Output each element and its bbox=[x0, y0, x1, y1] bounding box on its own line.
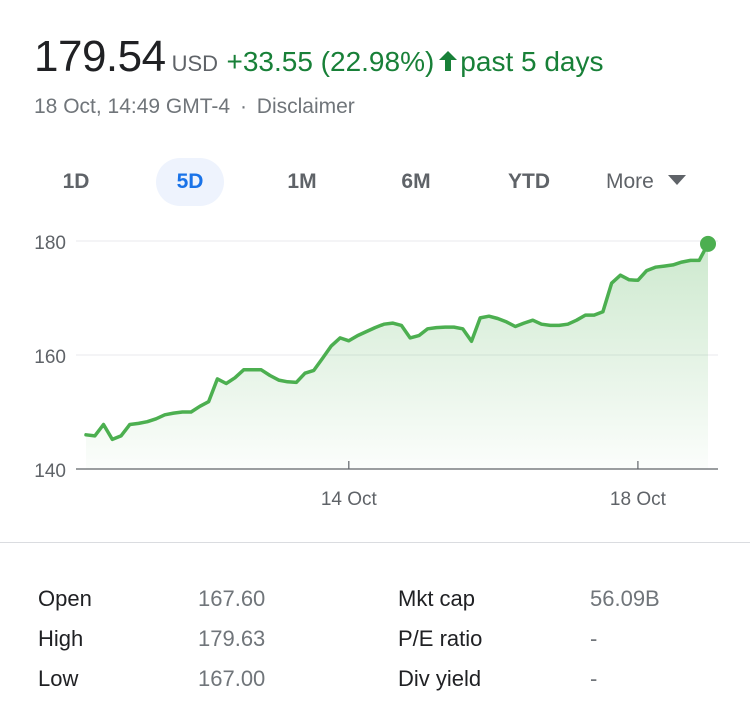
stat-label-high: High bbox=[38, 626, 84, 651]
stat-label-open: Open bbox=[38, 586, 92, 611]
range-tabs: 1D 5D 1M 6M YTD More bbox=[0, 158, 750, 206]
stat-value-high: 179.63 bbox=[198, 626, 266, 651]
currency-code: USD bbox=[171, 51, 219, 76]
x-tick-label: 18 Oct bbox=[610, 489, 667, 510]
more-dropdown[interactable]: More bbox=[606, 158, 686, 206]
arrow-up-icon bbox=[439, 51, 458, 71]
stat-label-div-yield: Div yield bbox=[398, 666, 482, 691]
y-tick-label: 140 bbox=[34, 461, 66, 482]
stat-value-open: 167.60 bbox=[198, 586, 266, 611]
latest-price-dot[interactable] bbox=[700, 235, 716, 252]
divider bbox=[0, 542, 750, 543]
tab-1d[interactable]: 1D bbox=[62, 170, 90, 193]
stat-value-mkt-cap: 56.09B bbox=[590, 586, 660, 611]
stat-label-low: Low bbox=[38, 666, 79, 691]
price-series-line[interactable] bbox=[84, 242, 710, 442]
price-change: +33.55 (22.98%) bbox=[226, 46, 435, 77]
stat-label-pe-ratio: P/E ratio bbox=[398, 626, 483, 651]
stat-value-low: 167.00 bbox=[198, 666, 266, 691]
price-chart[interactable]: 140 160 180 14 Oct 18 Oct bbox=[0, 220, 750, 520]
price-header: 179.54 USD +33.55 (22.98%) past 5 days bbox=[34, 32, 604, 82]
tab-ytd[interactable]: YTD bbox=[508, 170, 550, 193]
x-tick-label: 14 Oct bbox=[321, 489, 378, 510]
quote-meta: 18 Oct, 14:49 GMT-4 · Disclaimer bbox=[34, 95, 355, 119]
y-tick-label: 160 bbox=[34, 347, 66, 368]
change-period: past 5 days bbox=[460, 46, 604, 77]
stat-label-mkt-cap: Mkt cap bbox=[398, 586, 476, 611]
chevron-down-icon bbox=[667, 175, 686, 185]
timestamp: 18 Oct, 14:49 GMT-4 bbox=[34, 95, 231, 118]
meta-separator: · bbox=[239, 95, 247, 118]
price-area-fill bbox=[86, 243, 708, 469]
disclaimer-link[interactable]: Disclaimer bbox=[256, 95, 355, 118]
stat-value-div-yield: - bbox=[590, 666, 598, 691]
current-price: 179.54 bbox=[34, 32, 166, 81]
more-label: More bbox=[606, 170, 654, 193]
tab-6m[interactable]: 6M bbox=[401, 170, 431, 193]
tab-1m[interactable]: 1M bbox=[287, 170, 317, 193]
tab-5d[interactable]: 5D bbox=[156, 158, 224, 206]
stat-value-pe-ratio: - bbox=[590, 626, 598, 651]
y-tick-label: 180 bbox=[34, 233, 66, 254]
